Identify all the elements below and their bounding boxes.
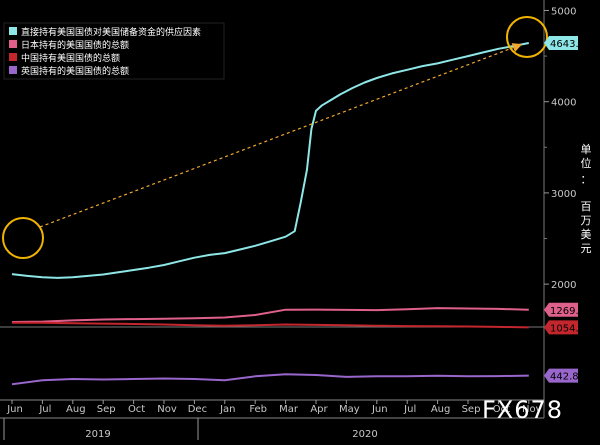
legend-item-1: 日本持有的美国国债的总额 [9, 39, 129, 51]
year-label-0: 2019 [85, 429, 110, 440]
x-tick-label-0: Jun [6, 404, 23, 415]
series-line-0 [11, 42, 529, 279]
value-tag-bg-0 [544, 36, 578, 51]
y-tick-label-2: 4000 [551, 98, 576, 109]
legend: 直接持有美国国债对美国储备资金的供应因素 日本持有的美国国债的总额 中国持有美国… [3, 22, 225, 80]
value-tag-2: 1054.0 [550, 323, 585, 334]
y-tick-label-3: 5000 [551, 6, 576, 17]
unit-char-1: 位 [581, 156, 592, 170]
legend-item-0: 直接持有美国国债对美国储备资金的供应因素 [9, 26, 201, 38]
x-tick-label-14: Aug [431, 404, 451, 415]
value-tags: 4643.1 1269.5 1054.0 442.8 [544, 36, 585, 383]
legend-label-3: 英国持有的美国国债的总额 [21, 65, 129, 77]
unit-label: 单 位 ： 百 万 美 元 [581, 143, 592, 255]
value-tag-bg-2 [544, 320, 578, 335]
x-axis-ticks: Jun Jul Aug Sep Oct Nov Dec Jan Feb Mar Apr May Jun J… [3, 400, 542, 440]
start-highlight-circle [2, 217, 44, 259]
x-tick-label-9: Mar [279, 404, 299, 415]
y-tick-label-0: 2000 [551, 280, 576, 291]
legend-item-3: 英国持有的美国国债的总额 [9, 65, 129, 77]
x-tick-label-1: Jul [38, 404, 51, 415]
legend-swatch-0 [9, 27, 17, 35]
unit-char-6: 元 [581, 242, 592, 255]
unit-char-4: 万 [581, 214, 592, 227]
x-tick-label-5: Nov [157, 404, 177, 415]
legend-label-2: 中国持有美国国债的总额 [21, 52, 120, 64]
value-tag-1: 1269.5 [550, 306, 585, 317]
x-tick-label-11: May [339, 404, 360, 415]
y-axis-ticks: 2000 3000 4000 5000 [544, 6, 576, 291]
trend-arrow [39, 43, 523, 228]
x-tick-label-10: Apr [310, 404, 328, 415]
x-tick-label-7: Jan [219, 404, 235, 415]
y-tick-label-1: 3000 [551, 189, 576, 200]
x-tick-label-16: Oct [493, 404, 510, 415]
value-tag-0: 4643.1 [550, 39, 585, 50]
annotation-layer [2, 16, 548, 259]
year-label-1: 2020 [352, 429, 377, 440]
unit-char-5: 美 [581, 228, 592, 241]
unit-char-0: 单 [581, 143, 592, 156]
legend-swatch-2 [9, 53, 17, 61]
value-tag-3: 442.8 [550, 372, 579, 383]
legend-item-2: 中国持有美国国债的总额 [9, 52, 120, 64]
end-highlight-circle [506, 16, 548, 58]
x-tick-label-3: Sep [97, 404, 116, 415]
x-tick-label-13: Jul [403, 404, 416, 415]
value-tag-bg-1 [544, 302, 578, 317]
legend-swatch-3 [9, 66, 17, 74]
x-tick-label-4: Oct [128, 404, 145, 415]
x-tick-label-17: Nov [522, 404, 542, 415]
series-layer [11, 42, 529, 386]
watermark: FX678 [482, 396, 563, 424]
x-tick-label-12: Jun [371, 404, 388, 415]
x-tick-label-8: Feb [249, 404, 267, 415]
x-tick-label-6: Dec [188, 404, 207, 415]
legend-background [3, 22, 225, 80]
legend-swatch-1 [9, 40, 17, 48]
unit-char-3: 百 [581, 200, 592, 213]
series-line-1 [11, 307, 529, 323]
legend-label-0: 直接持有美国国债对美国储备资金的供应因素 [21, 26, 201, 38]
series-line-2 [12, 321, 529, 329]
x-tick-label-15: Sep [462, 404, 481, 415]
value-tag-bg-3 [544, 368, 578, 383]
series-line-3 [11, 373, 529, 386]
unit-char-2: ： [581, 173, 592, 186]
x-tick-label-2: Aug [66, 404, 86, 415]
legend-label-1: 日本持有的美国国债的总额 [21, 39, 129, 51]
